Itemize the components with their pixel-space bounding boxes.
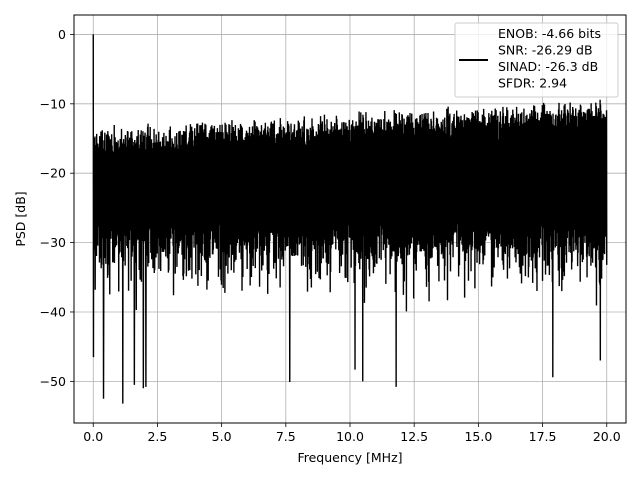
ticks: 0.0 2.5 5.0 7.5 10.0 12.5 15.0 17.5 20.0 0 −10 −20 −… — [40, 27, 621, 444]
psd-line — [92, 34, 608, 404]
legend-sinad: SINAD: -26.3 dB — [498, 59, 598, 74]
legend-sfdr: SFDR: 2.94 — [498, 76, 567, 91]
x-tick-label: 15.0 — [464, 429, 492, 444]
y-tick-label: −30 — [40, 235, 66, 250]
legend-box — [454, 22, 619, 98]
legend-enob: ENOB: -4.66 bits — [498, 26, 601, 41]
x-axis-label: Frequency [MHz] — [297, 450, 402, 465]
legend: ENOB: -4.66 bits SNR: -26.29 dB SINAD: -… — [454, 22, 619, 98]
x-tick-label: 10.0 — [336, 429, 364, 444]
x-tick-label: 0.0 — [83, 429, 103, 444]
x-tick-label: 12.5 — [400, 429, 428, 444]
x-tick-label: 5.0 — [212, 429, 232, 444]
y-axis-label: PSD [dB] — [13, 191, 28, 246]
x-tick-label: 17.5 — [529, 429, 557, 444]
psd-series — [92, 34, 608, 404]
legend-snr: SNR: -26.29 dB — [498, 43, 593, 58]
y-tick-label: −20 — [40, 166, 66, 181]
x-tick-label: 20.0 — [593, 429, 621, 444]
x-tick-label: 2.5 — [147, 429, 167, 444]
y-tick-label: −10 — [40, 96, 66, 111]
y-tick-label: −50 — [40, 374, 66, 389]
x-tick-label: 7.5 — [276, 429, 296, 444]
y-tick-label: −40 — [40, 304, 66, 319]
y-tick-label: 0 — [58, 27, 66, 42]
